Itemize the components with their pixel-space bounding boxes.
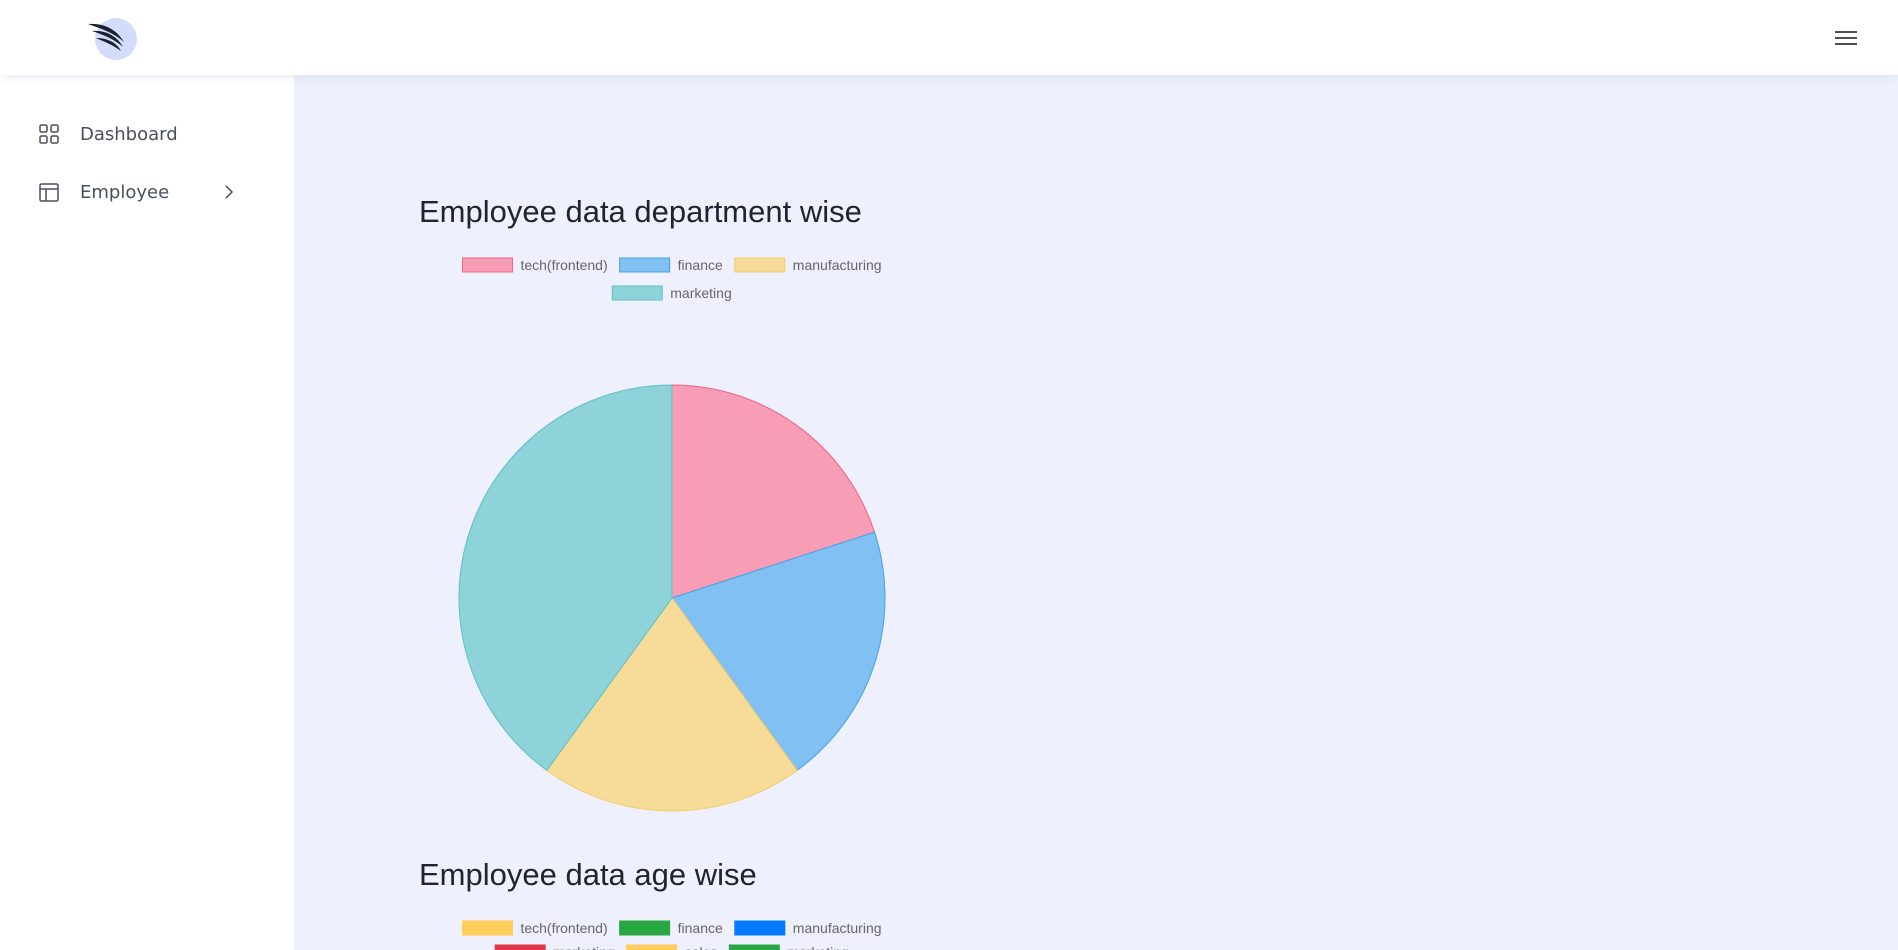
sidebar-item-label: Employee bbox=[80, 181, 170, 203]
pie-slice-finance[interactable] bbox=[671, 531, 886, 772]
dept-legend-swatch[interactable] bbox=[734, 257, 786, 273]
age-legend-swatch[interactable] bbox=[619, 920, 671, 936]
sidebar-item-label: Dashboard bbox=[80, 123, 178, 145]
dept-legend-label[interactable]: marketing bbox=[670, 285, 731, 301]
dept-legend-swatch[interactable] bbox=[461, 257, 513, 273]
table-layout-icon bbox=[38, 181, 60, 203]
main-content: Employee data department wise tech(front… bbox=[294, 75, 1898, 950]
age-legend-label[interactable]: manufacturing bbox=[793, 920, 882, 936]
chart-title-department: Employee data department wise bbox=[419, 194, 862, 229]
age-legend-label[interactable]: marketing bbox=[553, 944, 614, 950]
dept-legend-swatch[interactable] bbox=[611, 285, 663, 301]
age-legend-swatch[interactable] bbox=[494, 944, 546, 950]
chevron-right-icon[interactable] bbox=[220, 183, 238, 201]
pie-slice-marketing[interactable] bbox=[458, 384, 673, 772]
brand-logo[interactable] bbox=[86, 16, 140, 62]
sidebar-item-employee[interactable]: Employee bbox=[38, 177, 238, 207]
age-legend-swatch[interactable] bbox=[626, 944, 678, 950]
pie-slice-manufacturing[interactable] bbox=[546, 597, 798, 812]
sidebar: Dashboard Employee bbox=[0, 75, 294, 950]
grid-icon bbox=[38, 123, 60, 145]
dept-legend-label[interactable]: manufacturing bbox=[793, 257, 882, 273]
age-legend-label[interactable]: sales bbox=[685, 944, 718, 950]
dept-legend-label[interactable]: tech(frontend) bbox=[520, 257, 607, 273]
age-pie-chart: tech(frontend) finance manufacturing market… bbox=[461, 920, 882, 950]
age-legend-label[interactable]: finance bbox=[678, 920, 723, 936]
pie-slice-tech-frontend-[interactable] bbox=[671, 384, 876, 599]
age-legend-label[interactable]: tech(frontend) bbox=[520, 920, 607, 936]
department-pie-chart: tech(frontend) finance manufacturing market… bbox=[458, 257, 886, 812]
age-legend-swatch[interactable] bbox=[734, 920, 786, 936]
hamburger-menu-icon[interactable] bbox=[1834, 27, 1858, 49]
age-legend-swatch[interactable] bbox=[461, 920, 513, 936]
chart-title-age: Employee data age wise bbox=[419, 857, 757, 892]
sidebar-item-dashboard[interactable]: Dashboard bbox=[38, 119, 238, 149]
top-bar bbox=[0, 0, 1898, 75]
dept-legend-swatch[interactable] bbox=[619, 257, 671, 273]
dept-legend-label[interactable]: finance bbox=[678, 257, 723, 273]
age-legend-swatch[interactable] bbox=[728, 944, 780, 950]
age-legend-label[interactable]: marketing bbox=[787, 944, 848, 950]
